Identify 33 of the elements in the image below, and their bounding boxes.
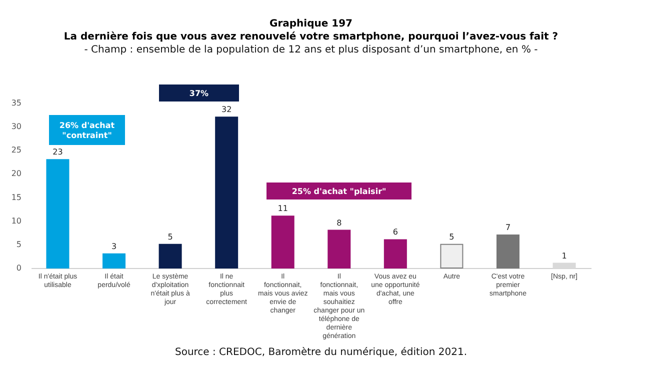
chart-subtitle: - Champ : ensemble de la population de 12 ans et plus disposant d’un smartphone, en % - <box>84 44 538 56</box>
bar <box>102 253 126 268</box>
bar <box>440 244 464 268</box>
bar <box>328 230 351 268</box>
data-label: 5 <box>168 232 173 242</box>
data-label: 6 <box>392 228 398 237</box>
data-label: 32 <box>221 105 232 114</box>
bar <box>384 239 407 268</box>
bar <box>271 216 294 268</box>
source-note: Source : CREDOC, Baromètre du numérique, édition 2021. <box>174 347 468 358</box>
bar <box>496 234 520 268</box>
data-label: 11 <box>278 204 288 214</box>
data-label: 1 <box>562 251 567 260</box>
data-label: 8 <box>336 218 342 228</box>
bar <box>158 244 182 268</box>
chart-title: Graphique 197 La dernière fois que vous avez renouvelé votre smartphone, pourquoi l’avez-vous fait ? <box>64 18 558 42</box>
data-label: 23 <box>52 148 63 157</box>
annotation: 25% d'achat "plaisir" <box>292 187 386 196</box>
data-label: 3 <box>111 242 117 251</box>
annotation: 26% d'achat "contraint" <box>59 121 115 140</box>
y-tick-label: 30 <box>11 122 22 132</box>
text: 37% <box>189 89 209 98</box>
y-tick-label: 35 <box>11 98 22 108</box>
y-tick-label: 10 <box>11 216 22 226</box>
bar <box>46 159 70 268</box>
y-tick-label: 25 <box>11 146 22 155</box>
y-tick-label: 15 <box>11 192 22 202</box>
data-label: 7 <box>505 223 511 232</box>
y-tick-label: 5 <box>16 240 22 249</box>
y-tick-label: 0 <box>16 264 22 272</box>
y-tick-label: 20 <box>11 169 22 178</box>
bar <box>215 116 238 268</box>
data-label: 5 <box>449 232 454 242</box>
